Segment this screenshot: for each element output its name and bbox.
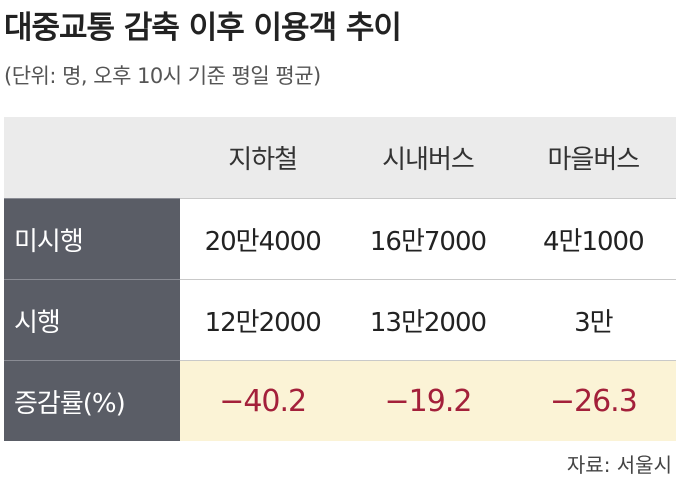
data-table: 지하철 시내버스 마을버스 미시행 20만4000 16만7000 4만1000…: [4, 117, 676, 441]
row-label: 미시행: [4, 198, 180, 280]
cell: 4만1000: [510, 198, 676, 280]
row: 미시행 20만4000 16만7000 4만1000: [4, 198, 676, 280]
column-header: 지하철: [180, 117, 346, 199]
cell: 16만7000: [345, 198, 511, 280]
row: 증감률(%) −40.2 −19.2 −26.3: [4, 360, 676, 441]
title: 대중교통 감축 이후 이용객 추이: [4, 10, 402, 46]
table-body: 미시행 20만4000 16만7000 4만1000 시행 12만2000 13…: [4, 198, 676, 441]
source: 자료: 서울시: [566, 453, 672, 477]
cell: 13만2000: [345, 279, 511, 361]
column-header: 시내버스: [345, 117, 511, 199]
cell: −19.2: [345, 360, 511, 441]
cell: 20만4000: [180, 198, 346, 280]
row-label: 증감률(%): [4, 360, 180, 441]
row: 시행 12만2000 13만2000 3만: [4, 279, 676, 361]
cell: 12만2000: [180, 279, 346, 361]
table-header: 지하철 시내버스 마을버스: [4, 117, 676, 199]
cell: −26.3: [510, 360, 676, 441]
header-row: 지하철 시내버스 마을버스: [4, 117, 676, 199]
corner-cell: [4, 117, 180, 199]
row-label: 시행: [4, 279, 180, 361]
subtitle: (단위: 명, 오후 10시 기준 평일 평균): [4, 64, 321, 88]
column-header: 마을버스: [510, 117, 676, 199]
cell: −40.2: [180, 360, 346, 441]
cell: 3만: [510, 279, 676, 361]
